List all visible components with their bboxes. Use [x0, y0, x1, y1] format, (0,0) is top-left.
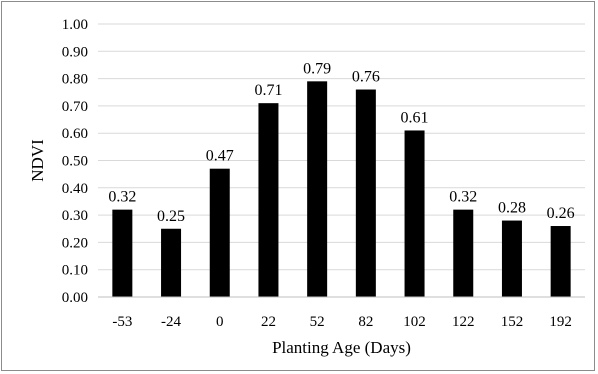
x-axis-label: Planting Age (Days) — [272, 338, 411, 357]
x-tick-label: 82 — [358, 314, 373, 330]
data-label: 0.71 — [254, 82, 282, 99]
x-tick-label: 52 — [310, 314, 325, 330]
bars — [112, 81, 570, 297]
bar — [502, 221, 522, 297]
bar — [210, 169, 230, 297]
y-tick-label: 0.90 — [62, 44, 88, 60]
bar — [551, 226, 571, 297]
x-tick-label: 22 — [261, 314, 276, 330]
data-label: 0.25 — [157, 208, 185, 225]
y-tick-label: 0.60 — [62, 126, 88, 142]
y-tick-label: 0.10 — [62, 263, 88, 279]
bar — [112, 210, 132, 297]
bar — [307, 81, 327, 297]
bar — [356, 90, 376, 297]
y-tick-label: 0.50 — [62, 154, 88, 170]
x-tick-label: -53 — [112, 314, 132, 330]
y-tick-labels: 0.00 0.10 0.20 0.30 0.40 0.50 0.60 0.70 0.80 0.90… — [62, 17, 88, 306]
data-label: 0.79 — [303, 60, 331, 77]
data-label: 0.32 — [449, 189, 477, 206]
data-label: 0.61 — [401, 109, 429, 126]
data-label: 0.76 — [352, 69, 380, 86]
bar — [453, 210, 473, 297]
x-tick-label: -24 — [161, 314, 181, 330]
y-tick-label: 0.20 — [62, 235, 88, 251]
y-tick-label: 1.00 — [62, 17, 88, 33]
x-tick-label: 102 — [403, 314, 426, 330]
bar — [405, 130, 425, 297]
data-label: 0.32 — [108, 189, 136, 206]
data-label: 0.47 — [206, 148, 234, 165]
y-tick-label: 0.30 — [62, 208, 88, 224]
y-tick-label: 0.70 — [62, 99, 88, 115]
bar — [161, 229, 181, 297]
y-axis-label: NDVI — [28, 139, 47, 182]
bar — [258, 103, 278, 297]
data-label: 0.26 — [547, 205, 575, 222]
x-tick-label: 152 — [501, 314, 524, 330]
x-tick-label: 122 — [452, 314, 475, 330]
y-tick-label: 0.00 — [62, 290, 88, 306]
y-tick-label: 0.80 — [62, 72, 88, 88]
data-label: 0.28 — [498, 200, 526, 217]
x-tick-label: 192 — [549, 314, 572, 330]
y-tick-label: 0.40 — [62, 181, 88, 197]
x-tick-label: 0 — [216, 314, 224, 330]
data-labels: 0.32 0.25 0.47 0.71 0.79 0.76 0.61 0.32 0.28 0.26 — [108, 60, 574, 224]
x-tick-labels: -53 -24 0 22 52 82 102 122 152 192 — [112, 314, 572, 330]
